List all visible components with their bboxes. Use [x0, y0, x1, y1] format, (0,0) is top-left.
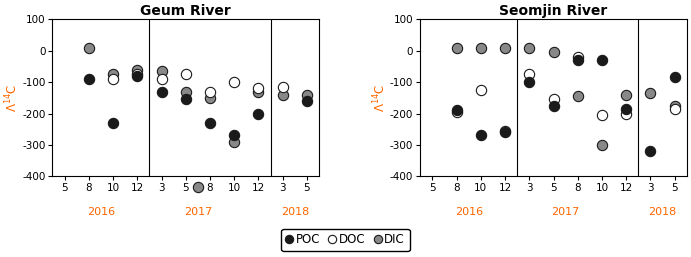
- Point: [451, 108, 462, 112]
- Point: [669, 104, 680, 108]
- Point: [621, 107, 632, 111]
- Point: [180, 97, 191, 102]
- Point: [205, 89, 216, 94]
- Point: [451, 45, 462, 50]
- Y-axis label: $\Lambda^{14}$C: $\Lambda^{14}$C: [4, 84, 21, 112]
- Point: [132, 72, 143, 76]
- Point: [132, 68, 143, 72]
- Point: [645, 149, 656, 153]
- Point: [572, 94, 583, 98]
- Point: [500, 45, 511, 50]
- Point: [108, 72, 119, 76]
- Point: [132, 74, 143, 78]
- Title: Geum River: Geum River: [140, 4, 231, 18]
- Point: [229, 133, 240, 137]
- Point: [229, 80, 240, 84]
- Point: [451, 110, 462, 114]
- Point: [277, 93, 288, 97]
- Point: [500, 130, 511, 134]
- Point: [621, 93, 632, 97]
- Point: [156, 89, 167, 94]
- Point: [548, 97, 559, 102]
- Point: [572, 58, 583, 62]
- Point: [108, 121, 119, 125]
- Point: [301, 93, 312, 97]
- Point: [180, 72, 191, 76]
- Point: [205, 121, 216, 125]
- Point: [84, 45, 95, 50]
- Point: [84, 77, 95, 81]
- Text: 2017: 2017: [184, 207, 212, 217]
- Point: [156, 69, 167, 73]
- Point: [108, 77, 119, 81]
- Point: [301, 99, 312, 103]
- Title: Seomjin River: Seomjin River: [500, 4, 607, 18]
- Point: [524, 80, 535, 84]
- Point: [596, 143, 607, 147]
- Point: [645, 91, 656, 95]
- Legend: POC, DOC, DIC: POC, DOC, DIC: [281, 229, 410, 251]
- Point: [475, 45, 486, 50]
- Point: [669, 107, 680, 111]
- Point: [475, 133, 486, 137]
- Point: [548, 104, 559, 108]
- Text: 2018: 2018: [648, 207, 676, 217]
- Text: 2016: 2016: [87, 207, 115, 217]
- Text: 2017: 2017: [551, 207, 580, 217]
- Point: [596, 58, 607, 62]
- Point: [253, 89, 264, 94]
- Point: [621, 112, 632, 116]
- Point: [205, 96, 216, 100]
- Point: [156, 77, 167, 81]
- Point: [596, 113, 607, 117]
- Point: [524, 45, 535, 50]
- Text: 2018: 2018: [281, 207, 309, 217]
- Point: [253, 86, 264, 90]
- Point: [524, 72, 535, 76]
- Point: [192, 185, 203, 189]
- Point: [572, 55, 583, 59]
- Point: [180, 89, 191, 94]
- Point: [277, 85, 288, 89]
- Point: [229, 140, 240, 144]
- Point: [669, 75, 680, 79]
- Text: 2016: 2016: [455, 207, 483, 217]
- Point: [253, 112, 264, 116]
- Point: [548, 50, 559, 54]
- Point: [475, 88, 486, 92]
- Point: [500, 129, 511, 133]
- Y-axis label: $\Lambda^{14}$C: $\Lambda^{14}$C: [372, 84, 388, 112]
